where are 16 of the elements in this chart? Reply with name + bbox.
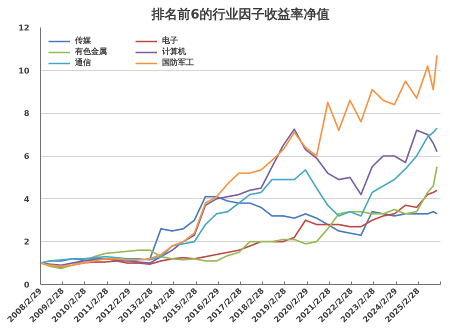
legend-label: 有色金属 bbox=[75, 46, 108, 57]
line-series bbox=[40, 54, 438, 268]
legend-label: 传媒 bbox=[75, 35, 92, 46]
y-tick-label: 10 bbox=[18, 66, 30, 76]
legend-label: 通信 bbox=[75, 57, 92, 68]
y-tick-label: 8 bbox=[24, 109, 30, 118]
y-tick-label: 2 bbox=[24, 238, 30, 247]
chart-title: 排名前6的行业因子收益率净值 bbox=[150, 6, 330, 22]
legend-label: 国防军工 bbox=[162, 57, 195, 68]
legend-label: 电子 bbox=[162, 35, 179, 46]
legend-label: 计算机 bbox=[162, 46, 187, 57]
y-tick-label: 4 bbox=[24, 194, 30, 204]
y-tick-label: 6 bbox=[24, 152, 30, 161]
y-tick-label: 12 bbox=[18, 24, 30, 32]
y-tick-label: 0 bbox=[24, 280, 30, 290]
line-series bbox=[40, 166, 438, 270]
